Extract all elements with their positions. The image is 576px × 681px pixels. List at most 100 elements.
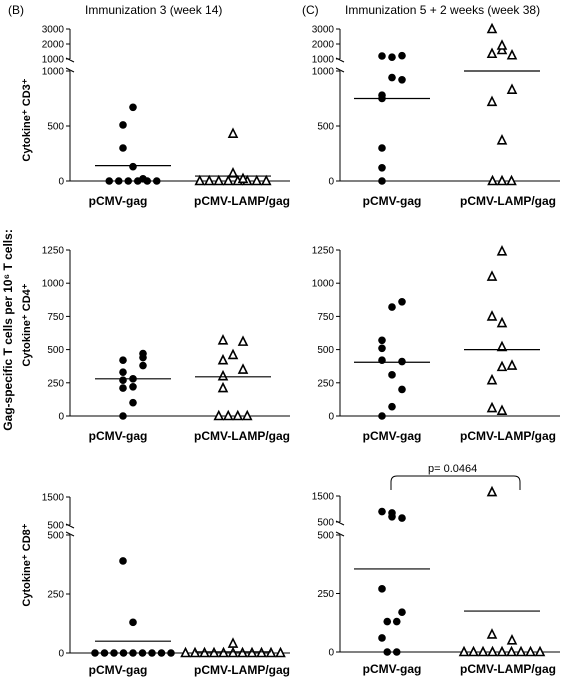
data-point-gag <box>378 585 386 593</box>
data-point-gag <box>378 507 386 516</box>
axis-break-mark <box>335 531 345 537</box>
data-point-gag <box>105 177 114 185</box>
data-point-lamp-gag <box>208 646 220 658</box>
data-point-lamp-gag <box>213 174 225 186</box>
data-point-lamp-gag <box>486 310 498 321</box>
data-point-gag <box>383 617 392 626</box>
data-point-gag <box>148 649 156 657</box>
shared-y-axis-label: Gag-specific T cells per 10⁶ T cells: <box>1 229 15 431</box>
data-point-lamp-gag <box>487 174 498 186</box>
data-point-gag <box>139 349 147 358</box>
axis-break-mark <box>335 67 345 73</box>
data-point-gag <box>139 175 147 183</box>
y-tick-label: 0 <box>58 177 64 188</box>
y-tick-label: 500 <box>47 345 64 356</box>
category-label: pCMV-gag <box>89 429 148 443</box>
y-tick-label: 500 <box>317 345 334 356</box>
data-point-lamp-gag <box>227 646 239 658</box>
data-point-lamp-gag <box>237 646 248 658</box>
category-label: pCMV-gag <box>89 194 148 208</box>
data-point-gag <box>119 368 127 376</box>
y-tick-label: 2000 <box>312 40 335 51</box>
row-label-cd3: Cytokine⁺ CD3⁺ <box>21 78 33 161</box>
row-label-cd4: Cytokine⁺ CD4⁺ <box>21 283 33 366</box>
data-point-gag <box>124 177 133 185</box>
y-tick-label: 500 <box>47 531 64 542</box>
data-point-gag <box>119 376 127 384</box>
y-tick-label: 1250 <box>42 246 65 257</box>
data-point-lamp-gag <box>217 381 229 393</box>
data-point-gag <box>167 649 175 657</box>
data-point-lamp-gag <box>256 646 267 658</box>
data-point-lamp-gag <box>213 409 225 421</box>
data-point-gag <box>388 509 396 517</box>
y-tick-label: 0 <box>328 412 334 423</box>
category-label: pCMV-LAMP/gag <box>460 194 556 208</box>
y-tick-label: 0 <box>58 649 64 660</box>
data-point-lamp-gag <box>515 645 527 657</box>
data-point-gag <box>398 357 406 366</box>
data-point-lamp-gag <box>496 360 508 372</box>
data-point-lamp-gag <box>486 95 498 107</box>
data-point-gag <box>378 344 386 353</box>
data-point-gag <box>119 412 127 420</box>
data-point-lamp-gag <box>486 628 498 639</box>
category-label: pCMV-LAMP/gag <box>194 194 290 208</box>
data-point-lamp-gag <box>237 335 249 346</box>
data-point-gag <box>378 634 386 642</box>
data-point-lamp-gag <box>251 174 263 186</box>
data-point-lamp-gag <box>486 401 498 413</box>
data-point-lamp-gag <box>487 645 498 657</box>
data-point-gag <box>119 121 127 129</box>
data-point-lamp-gag <box>260 174 272 186</box>
category-label: pCMV-gag <box>363 194 422 208</box>
data-point-lamp-gag <box>222 174 234 186</box>
data-point-gag <box>383 648 392 656</box>
data-point-gag <box>398 608 406 617</box>
data-point-lamp-gag <box>496 316 508 328</box>
data-point-gag <box>378 177 386 185</box>
y-tick-label: 750 <box>317 312 334 323</box>
category-label: pCMV-LAMP/gag <box>460 662 556 676</box>
data-point-lamp-gag <box>534 645 546 657</box>
panel-b-letter: (B) <box>8 3 24 17</box>
y-tick-label: 1000 <box>312 67 335 78</box>
data-point-gag <box>378 412 386 420</box>
data-point-lamp-gag <box>222 409 234 421</box>
data-point-gag <box>129 382 137 391</box>
data-point-lamp-gag <box>180 646 191 658</box>
data-point-lamp-gag <box>227 167 239 178</box>
data-point-gag <box>119 649 128 657</box>
data-point-lamp-gag <box>237 363 249 374</box>
y-tick-label: 500 <box>317 531 334 542</box>
y-tick-label: 1500 <box>42 493 65 504</box>
data-point-gag <box>378 356 386 365</box>
data-point-lamp-gag <box>227 127 239 138</box>
data-point-gag <box>152 177 161 185</box>
data-point-lamp-gag <box>275 646 286 658</box>
y-tick-label: 500 <box>317 122 334 133</box>
y-tick-label: 250 <box>47 590 64 601</box>
data-point-gag <box>398 514 406 522</box>
data-point-gag <box>91 649 99 657</box>
data-point-gag <box>398 51 406 60</box>
data-point-gag <box>378 52 386 60</box>
data-point-lamp-gag <box>218 646 229 658</box>
data-point-lamp-gag <box>227 637 239 648</box>
data-point-gag <box>392 648 401 656</box>
data-point-lamp-gag <box>194 174 206 186</box>
axis-break-mark <box>65 531 75 537</box>
significance-bracket <box>390 475 521 490</box>
data-point-lamp-gag <box>241 409 253 421</box>
data-point-lamp-gag <box>525 645 536 657</box>
data-point-gag <box>138 649 147 657</box>
category-label: pCMV-LAMP/gag <box>460 429 556 443</box>
data-point-lamp-gag <box>227 348 239 360</box>
p-value-label: p= 0.0464 <box>428 463 477 475</box>
data-point-gag <box>129 103 137 112</box>
y-tick-label: 1000 <box>42 279 65 290</box>
data-point-gag <box>114 177 123 185</box>
category-label: pCMV-LAMP/gag <box>194 429 290 443</box>
data-point-gag <box>378 144 386 152</box>
y-tick-label: 250 <box>317 378 334 389</box>
